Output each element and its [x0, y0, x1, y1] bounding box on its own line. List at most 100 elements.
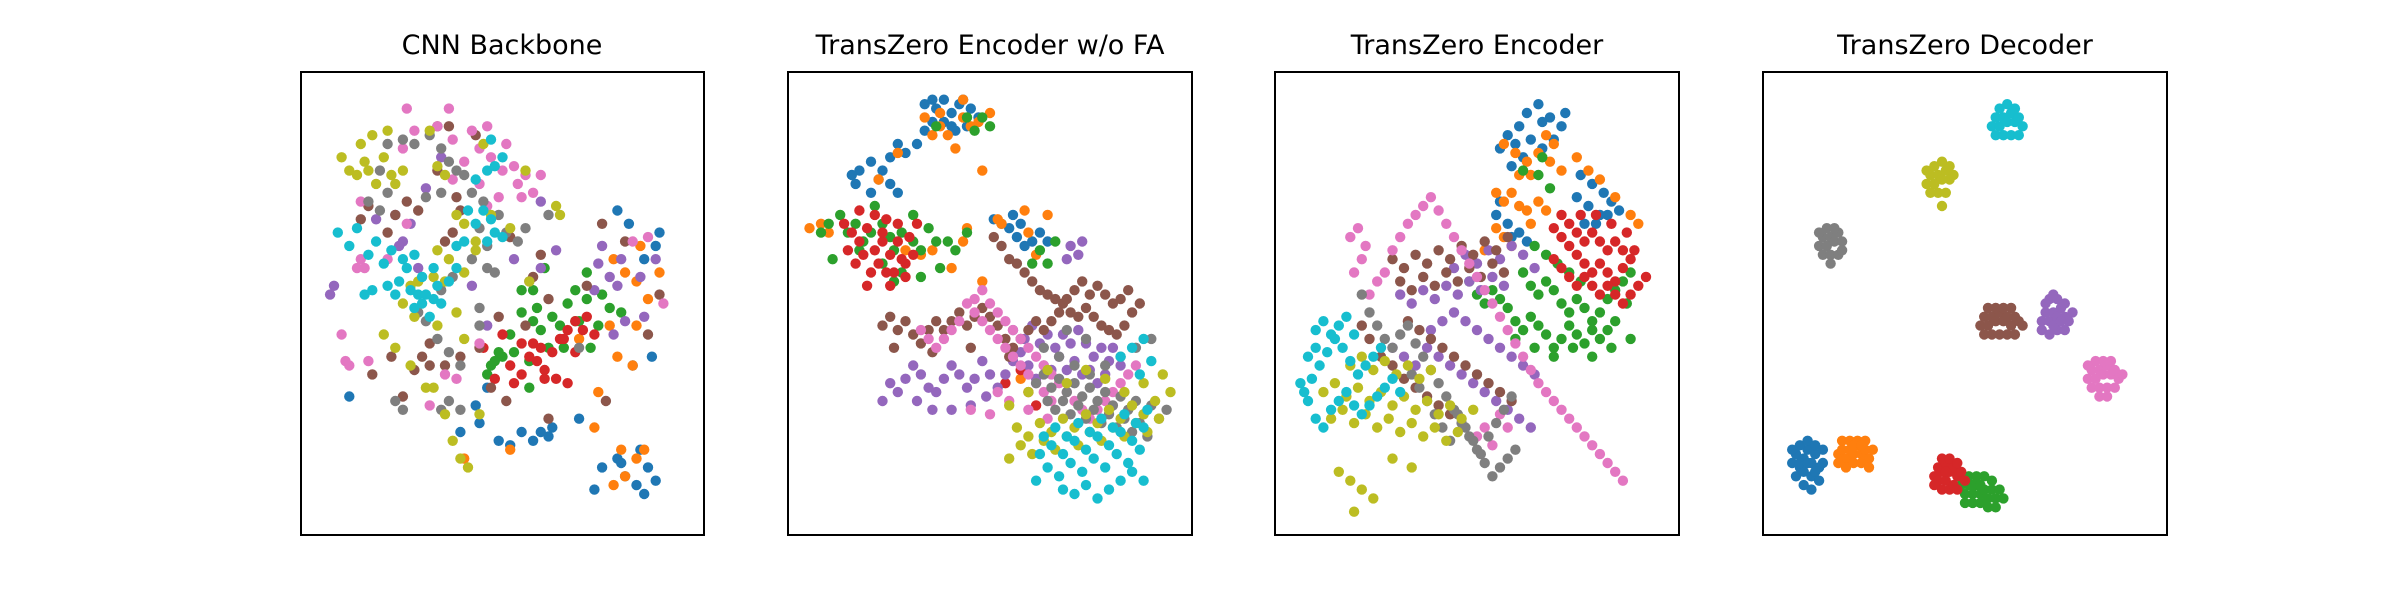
scatter-point — [1537, 116, 1548, 128]
scatter-point — [2086, 382, 2097, 393]
scatter-point — [984, 324, 996, 336]
scatter-point — [393, 276, 405, 287]
scatter-point — [1548, 351, 1560, 362]
scatter-point — [1602, 293, 1613, 305]
scatter-point — [1848, 457, 1859, 469]
scatter-point — [1115, 378, 1126, 389]
scatter-point — [324, 289, 336, 300]
scatter-point — [642, 329, 654, 340]
scatter-point — [2013, 112, 2025, 123]
scatter-point — [1571, 249, 1583, 260]
scatter-point — [1418, 285, 1429, 296]
scatter-point — [927, 130, 938, 141]
scatter-point — [543, 209, 554, 221]
scatter-point — [359, 156, 370, 167]
scatter-point — [420, 192, 432, 203]
scatter-point — [896, 254, 907, 265]
scatter-point — [401, 103, 412, 114]
scatter-point — [1479, 422, 1490, 433]
scatter-point — [1042, 209, 1053, 221]
scatter-point — [1015, 347, 1026, 358]
scatter-point — [1410, 249, 1421, 260]
scatter-point — [466, 280, 478, 291]
scatter-point — [1325, 329, 1337, 340]
scatter-point — [1548, 342, 1560, 353]
scatter-point — [1065, 457, 1076, 469]
scatter-point — [505, 223, 516, 234]
scatter-point — [593, 258, 604, 269]
scatter-point — [961, 298, 973, 309]
scatter-point — [1594, 289, 1606, 300]
scatter-point — [1571, 192, 1583, 203]
scatter-point — [1356, 254, 1368, 265]
scatter-point — [1395, 329, 1406, 340]
scatter-point — [1433, 409, 1444, 420]
scatter-point — [577, 324, 589, 336]
scatter-point — [2101, 391, 2113, 402]
scatter-point — [1998, 130, 2009, 141]
scatter-point — [1587, 227, 1598, 238]
scatter-point — [401, 196, 412, 207]
scatter-point — [1352, 223, 1364, 234]
scatter-point — [1602, 280, 1613, 291]
scatter-point — [1813, 227, 1825, 238]
scatter-point — [1494, 462, 1506, 473]
scatter-point — [873, 258, 884, 269]
scatter-point — [911, 218, 923, 229]
scatter-point — [589, 329, 600, 340]
scatter-point — [604, 320, 615, 331]
scatter-point — [485, 134, 497, 145]
scatter-point — [919, 125, 930, 136]
scatter-point — [409, 138, 420, 150]
scatter-point — [367, 285, 378, 296]
scatter-point — [424, 400, 435, 411]
scatter-point — [854, 165, 865, 176]
scatter-point — [505, 329, 516, 340]
scatter-point — [581, 280, 592, 291]
scatter-point — [1471, 258, 1483, 269]
scatter-point — [1625, 209, 1636, 221]
scatter-point — [931, 316, 942, 327]
scatter-point — [1959, 497, 1971, 509]
scatter-point — [1971, 471, 1982, 482]
scatter-point — [965, 342, 976, 353]
scatter-point — [1610, 289, 1621, 300]
scatter-point — [992, 386, 1003, 398]
scatter-point — [1080, 333, 1092, 345]
scatter-point — [608, 479, 619, 491]
scatter-point — [1602, 267, 1613, 278]
scatter-point — [443, 276, 455, 287]
scatter-point — [1019, 240, 1030, 252]
scatter-point — [443, 347, 455, 358]
scatter-point — [619, 267, 631, 278]
scatter-point — [1103, 484, 1115, 495]
scatter-point — [1629, 245, 1640, 256]
scatter-point — [612, 280, 623, 291]
scatter-point — [1318, 422, 1329, 433]
scatter-point — [1514, 227, 1525, 238]
scatter-point — [1306, 373, 1318, 384]
scatter-point — [1372, 320, 1383, 331]
scatter-point — [1345, 355, 1356, 367]
scatter-point — [1050, 404, 1061, 415]
scatter-point — [1402, 360, 1414, 371]
scatter-point — [1352, 382, 1364, 393]
scatter-point — [1452, 426, 1464, 438]
scatter-point — [1606, 218, 1617, 229]
scatter-point — [1398, 351, 1410, 362]
scatter-point — [1936, 453, 1948, 464]
scatter-point — [2044, 329, 2055, 340]
scatter-point — [1356, 320, 1368, 331]
scatter-point — [570, 285, 581, 296]
scatter-point — [570, 316, 581, 327]
scatter-point — [393, 240, 405, 252]
scatter-point — [459, 156, 470, 167]
scatter-point — [1564, 307, 1575, 318]
scatter-point — [1521, 236, 1533, 247]
scatter-point — [1564, 218, 1575, 229]
scatter-point — [1802, 457, 1813, 469]
scatter-point — [977, 316, 988, 327]
scatter-point — [1510, 338, 1521, 349]
scatter-point — [934, 262, 946, 274]
scatter-point — [1352, 369, 1364, 380]
